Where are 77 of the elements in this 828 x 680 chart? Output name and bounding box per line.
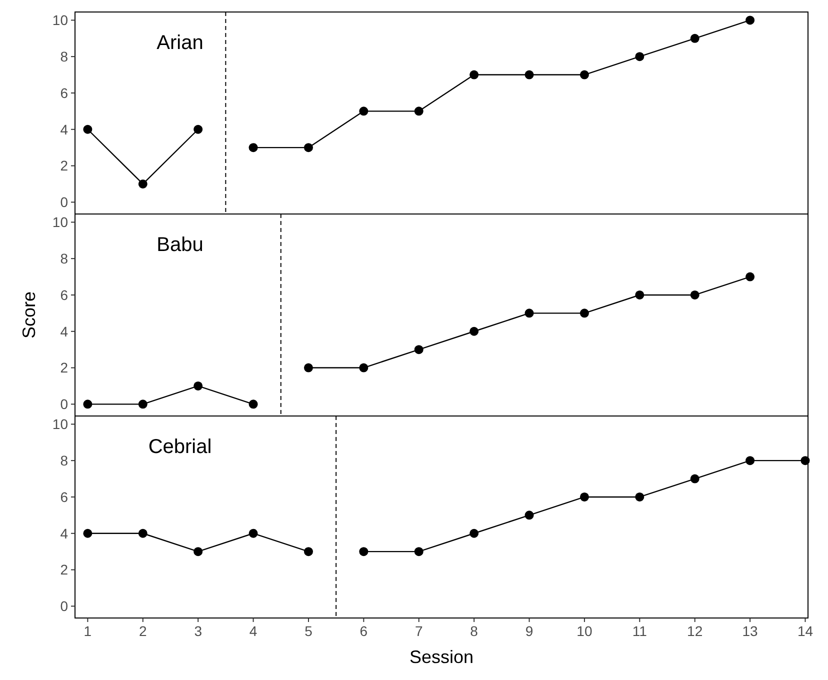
point <box>194 547 203 556</box>
y-tick-label: 0 <box>60 396 68 412</box>
point <box>248 400 258 409</box>
point <box>194 381 203 390</box>
y-axis-title: Score <box>19 291 39 339</box>
point <box>304 143 313 152</box>
point <box>524 308 534 318</box>
y-tick-label: 6 <box>60 286 68 303</box>
y-tick-label: 8 <box>60 452 68 468</box>
point <box>359 106 368 116</box>
y-tick-label: 8 <box>60 250 68 266</box>
point <box>524 70 534 80</box>
x-tick-label: 8 <box>470 623 478 639</box>
point <box>524 510 534 520</box>
y-tick-label: 10 <box>52 214 68 230</box>
x-tick-label: 1 <box>84 623 92 639</box>
point <box>194 124 203 134</box>
y-tick-label: 10 <box>52 416 68 432</box>
point <box>746 272 755 282</box>
point <box>414 547 424 556</box>
point <box>304 363 313 372</box>
y-tick-label: 6 <box>60 488 68 505</box>
y-tick-label: 6 <box>60 84 68 101</box>
y-tick-label: 2 <box>60 158 68 174</box>
y-tick-label: 2 <box>60 562 68 578</box>
point <box>248 143 258 152</box>
point <box>414 106 424 116</box>
point <box>138 179 148 188</box>
point <box>690 474 700 484</box>
point <box>470 528 479 538</box>
point <box>83 400 92 409</box>
point <box>690 290 700 300</box>
x-tick-label: 9 <box>525 623 534 639</box>
x-tick-label: 12 <box>687 623 703 639</box>
x-tick-label: 10 <box>576 623 592 639</box>
point <box>470 326 479 336</box>
point <box>83 124 92 134</box>
text: Arian <box>156 32 204 54</box>
y-tick-label: 10 <box>52 12 68 28</box>
y-tick-label: 2 <box>60 360 68 376</box>
y-tick-label: 4 <box>60 323 68 340</box>
point <box>470 70 479 80</box>
point <box>359 363 368 372</box>
point <box>359 547 368 556</box>
y-tick-label: 8 <box>60 48 68 64</box>
text: Babu <box>156 234 204 256</box>
point <box>746 16 755 25</box>
point <box>800 456 810 466</box>
point <box>304 547 313 556</box>
point <box>635 290 644 300</box>
point <box>635 52 644 62</box>
point <box>635 492 644 502</box>
x-tick-label: 5 <box>304 623 313 639</box>
x-axis-title: Session <box>409 647 474 667</box>
x-tick-label: 11 <box>632 623 648 639</box>
point <box>138 528 148 538</box>
x-tick-label: 2 <box>138 623 147 639</box>
y-tick-label: 4 <box>60 121 68 138</box>
text: Cebrial <box>148 436 212 458</box>
x-tick-label: 4 <box>249 623 258 639</box>
x-tick-label: 14 <box>797 623 814 639</box>
x-tick-label: 6 <box>360 623 368 639</box>
y-tick-label: 4 <box>60 525 68 542</box>
point <box>248 528 258 538</box>
point <box>746 456 755 466</box>
y-tick-label: 0 <box>60 194 68 210</box>
point <box>414 345 424 354</box>
x-tick-label: 13 <box>742 623 758 639</box>
point <box>580 70 589 80</box>
point <box>580 492 589 502</box>
point <box>83 528 92 538</box>
x-tick-label: 7 <box>414 623 423 639</box>
x-tick-label: 3 <box>194 623 202 639</box>
y-tick-label: 0 <box>60 598 68 614</box>
point <box>690 34 700 43</box>
point <box>138 400 148 409</box>
point <box>580 308 589 318</box>
